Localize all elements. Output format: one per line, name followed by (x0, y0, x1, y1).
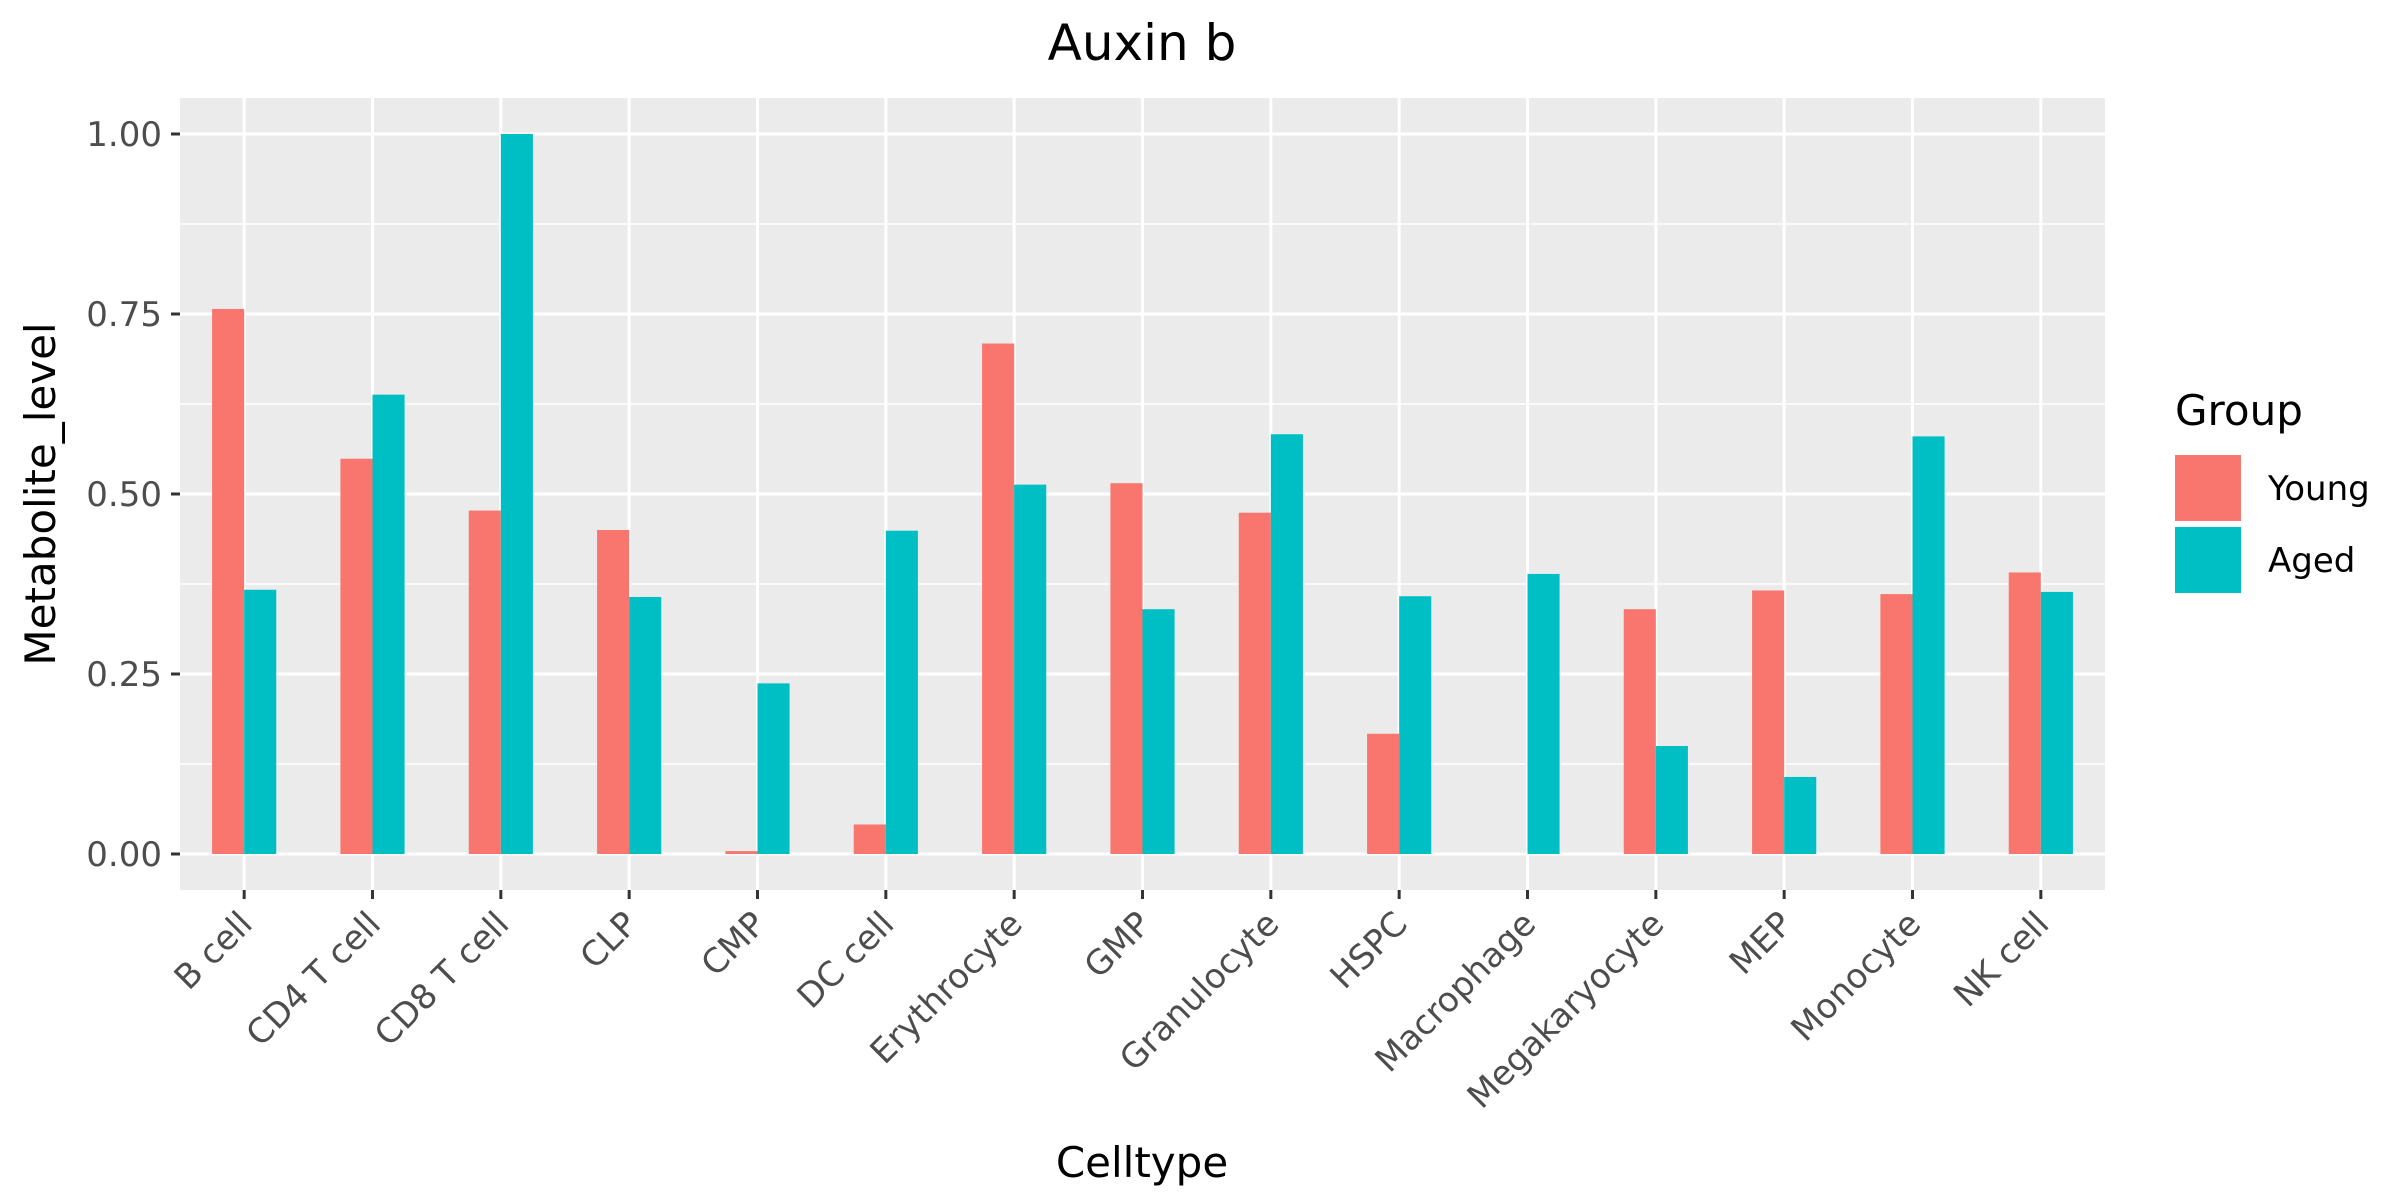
bar-aged (244, 589, 277, 854)
bar-young (1752, 590, 1785, 854)
y-axis-title: Metabolite_level (16, 322, 65, 665)
y-tick-label: 0.00 (86, 835, 162, 875)
bar-aged (1142, 609, 1175, 854)
y-axis: 0.00 0.25 0.50 0.75 1.00 (86, 115, 180, 875)
bars (212, 134, 2073, 855)
bar-aged (1912, 436, 1945, 854)
y-tick-label: 0.25 (86, 655, 162, 695)
bar-aged (1655, 746, 1688, 854)
legend-title: Group (2175, 386, 2303, 435)
bar-aged (757, 683, 790, 854)
bar-young (340, 458, 373, 854)
bar-aged (1527, 573, 1560, 854)
bar-aged (1014, 484, 1047, 854)
bar-young (1110, 483, 1143, 854)
bar-aged (2040, 591, 2073, 854)
bar-aged (629, 596, 662, 854)
y-tick-label: 1.00 (86, 115, 162, 155)
bar-young (1238, 512, 1271, 854)
bar-young (212, 308, 245, 855)
legend-label-young: Young (2267, 469, 2370, 509)
legend-label-aged: Aged (2268, 541, 2355, 581)
bar-aged (372, 394, 405, 854)
bar-aged (1399, 596, 1432, 854)
bar-aged (500, 134, 533, 854)
y-tick-label: 0.50 (86, 475, 162, 515)
bar-aged (885, 530, 918, 854)
legend-key-aged (2175, 527, 2241, 593)
x-axis-title: Celltype (1056, 1138, 1228, 1187)
legend: Group Young Aged (2175, 386, 2370, 593)
bar-young (1623, 609, 1656, 854)
bar-young (1880, 594, 1913, 854)
y-tick-label: 0.75 (86, 295, 162, 335)
legend-key-young (2175, 455, 2241, 521)
bar-young (982, 343, 1015, 854)
bar-aged (1270, 434, 1303, 854)
bar-young (468, 510, 501, 854)
bar-young (725, 851, 758, 854)
bar-young (1367, 733, 1400, 854)
bar-young (853, 824, 886, 854)
bar-young (2008, 572, 2041, 854)
chart-title: Auxin b (1048, 14, 1237, 72)
bar-aged (1784, 776, 1817, 854)
bar-young (597, 530, 630, 854)
